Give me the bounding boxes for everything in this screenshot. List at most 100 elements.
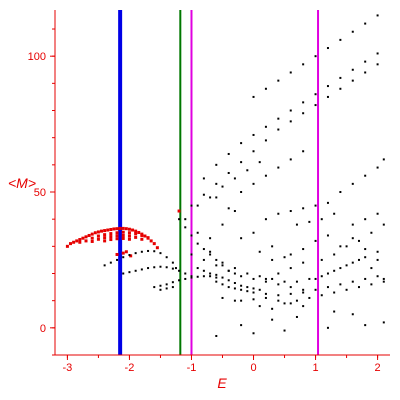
data-point-1-17 — [147, 267, 150, 270]
data-point-1-195 — [289, 158, 292, 161]
data-point-1-140 — [351, 223, 354, 226]
data-point-1-133 — [351, 237, 354, 240]
data-point-1-29 — [178, 279, 181, 282]
data-point-1-9 — [159, 252, 162, 255]
data-point-1-188 — [351, 30, 354, 33]
data-point-1-183 — [289, 71, 292, 74]
data-point-1-145 — [215, 182, 218, 185]
x-tick-label-2: -1 — [187, 362, 197, 374]
data-point-1-153 — [314, 104, 317, 107]
data-point-1-54 — [240, 288, 243, 291]
data-point-1-176 — [339, 76, 342, 79]
data-point-1-230 — [252, 277, 255, 280]
data-point-1-171 — [277, 117, 280, 120]
data-point-1-2 — [116, 258, 119, 261]
data-point-1-200 — [289, 210, 292, 213]
data-point-1-8 — [153, 250, 156, 253]
data-point-0-46 — [115, 234, 119, 238]
data-point-1-65 — [289, 302, 292, 305]
data-point-0-31 — [84, 239, 88, 243]
data-point-1-159 — [184, 218, 187, 221]
data-point-0-59 — [129, 254, 133, 258]
data-point-1-148 — [252, 150, 255, 153]
data-point-1-223 — [196, 231, 199, 234]
data-point-1-91 — [333, 253, 336, 256]
data-point-1-77 — [357, 286, 360, 289]
data-point-1-192 — [252, 182, 255, 185]
data-point-1-113 — [215, 258, 218, 261]
data-point-1-151 — [289, 120, 292, 123]
data-point-1-38 — [171, 286, 174, 289]
data-point-0-5 — [81, 236, 85, 240]
data-point-1-101 — [351, 313, 354, 316]
data-point-1-87 — [289, 267, 292, 270]
data-point-1-175 — [326, 85, 329, 88]
data-point-0-44 — [103, 236, 107, 240]
data-point-1-196 — [302, 150, 305, 153]
data-point-1-33 — [202, 275, 205, 278]
data-point-1-13 — [122, 272, 125, 275]
data-point-0-4 — [78, 238, 82, 242]
data-point-1-213 — [202, 177, 205, 180]
data-point-1-46 — [240, 284, 243, 287]
data-point-0-9 — [93, 231, 97, 235]
data-point-0-3 — [75, 239, 79, 243]
data-point-1-203 — [326, 201, 329, 204]
data-point-1-56 — [252, 291, 255, 294]
data-point-1-116 — [233, 272, 236, 275]
data-point-1-6 — [140, 250, 143, 253]
data-point-1-85 — [376, 250, 379, 253]
data-point-1-117 — [209, 250, 212, 253]
x-tick-label-5: 2 — [375, 362, 381, 374]
data-point-1-122 — [271, 277, 274, 280]
data-point-1-62 — [252, 298, 255, 301]
data-point-1-12 — [174, 267, 177, 270]
data-point-1-73 — [308, 296, 311, 299]
data-point-1-26 — [159, 284, 162, 287]
data-point-1-124 — [295, 280, 298, 283]
data-point-1-96 — [215, 334, 218, 337]
data-point-1-219 — [221, 223, 224, 226]
data-point-1-43 — [221, 276, 224, 279]
data-point-1-107 — [178, 218, 181, 221]
data-point-1-232 — [277, 283, 280, 286]
data-point-1-49 — [258, 288, 261, 291]
data-point-1-193 — [264, 174, 267, 177]
data-point-1-55 — [246, 290, 249, 293]
data-point-1-83 — [351, 261, 354, 264]
data-point-1-120 — [246, 272, 249, 275]
data-point-0-29 — [155, 246, 159, 250]
ticks: -3 -2 -1 0 1 2 0 50 100 — [28, 28, 381, 374]
data-point-1-190 — [376, 14, 379, 17]
data-point-1-64 — [277, 299, 280, 302]
data-point-1-128 — [345, 264, 348, 267]
x-tick-label-0: -3 — [63, 362, 73, 374]
data-point-1-48 — [252, 287, 255, 290]
data-point-0-55 — [127, 237, 131, 241]
data-point-1-0 — [103, 264, 106, 267]
data-point-1-15 — [134, 269, 137, 272]
data-point-0-28 — [152, 242, 156, 246]
data-point-1-16 — [140, 268, 143, 271]
data-point-1-189 — [364, 22, 367, 25]
data-point-1-50 — [215, 280, 218, 283]
data-point-0-27 — [149, 239, 153, 243]
data-point-1-167 — [227, 152, 230, 155]
data-point-1-61 — [240, 299, 243, 302]
data-point-1-36 — [159, 288, 162, 291]
data-point-1-127 — [333, 269, 336, 272]
data-point-1-76 — [345, 288, 348, 291]
data-point-1-170 — [264, 125, 267, 128]
data-point-1-30 — [184, 277, 187, 280]
data-point-1-130 — [370, 267, 373, 270]
data-point-1-51 — [221, 283, 224, 286]
data-point-1-60 — [302, 291, 305, 294]
data-point-0-8 — [90, 232, 94, 236]
data-point-1-44 — [227, 279, 230, 282]
data-point-1-177 — [351, 68, 354, 71]
data-point-1-154 — [326, 95, 329, 98]
data-point-1-69 — [258, 305, 261, 308]
data-point-1-197 — [227, 207, 230, 210]
data-point-1-233 — [289, 286, 292, 289]
data-point-0-58 — [115, 252, 119, 256]
